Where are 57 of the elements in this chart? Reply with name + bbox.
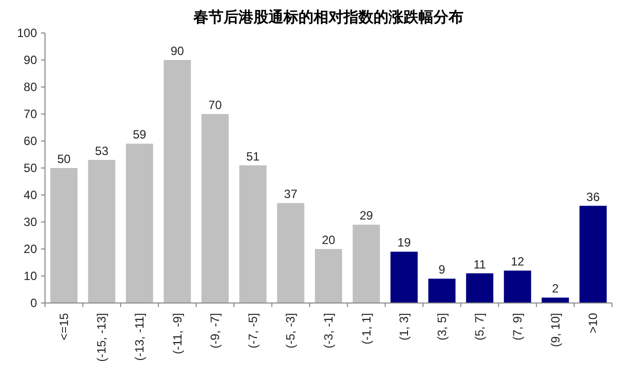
x-tick-label: (-11, -9] bbox=[170, 313, 184, 354]
x-tick-label: (-15, -13] bbox=[94, 313, 109, 362]
bar bbox=[466, 273, 494, 303]
x-tick-label: (-9, -7] bbox=[208, 313, 222, 348]
data-label: 11 bbox=[473, 257, 486, 272]
y-tick-label: 90 bbox=[24, 53, 38, 67]
x-tick-label: (7, 9] bbox=[510, 313, 524, 340]
chart-title: 春节后港股通标的相对指数的涨跌幅分布 bbox=[192, 9, 464, 26]
data-label: 20 bbox=[322, 233, 336, 247]
data-label: 70 bbox=[208, 98, 222, 112]
y-tick-label: 30 bbox=[24, 215, 38, 229]
y-tick-label: 50 bbox=[24, 161, 38, 175]
bar bbox=[239, 165, 267, 303]
x-tick-label: (5, 7] bbox=[472, 313, 487, 340]
x-tick-label: (-13, -11] bbox=[132, 313, 146, 361]
data-label: 90 bbox=[170, 44, 184, 58]
y-tick-label: 10 bbox=[24, 269, 38, 283]
y-tick-label: 20 bbox=[24, 242, 38, 256]
x-tick-label: (-7, -5] bbox=[246, 313, 260, 348]
x-tick-label: (3, 5] bbox=[434, 313, 449, 340]
bar bbox=[579, 206, 607, 303]
data-label: 12 bbox=[510, 254, 524, 269]
x-tick-label: (9, 10] bbox=[548, 313, 562, 348]
data-label: 29 bbox=[360, 208, 374, 223]
x-tick-label: (1, 3] bbox=[397, 313, 412, 340]
bar bbox=[542, 298, 569, 303]
bar bbox=[314, 249, 342, 303]
y-tick-label: 60 bbox=[24, 134, 38, 148]
y-tick-label: 100 bbox=[16, 26, 38, 40]
y-tick-label: 80 bbox=[24, 80, 38, 94]
x-tick-label: (-1, 1] bbox=[359, 313, 374, 344]
x-tick-label: >10 bbox=[586, 312, 600, 334]
bar bbox=[390, 252, 418, 303]
data-label: 9 bbox=[438, 262, 446, 277]
data-label: 59 bbox=[132, 128, 146, 142]
bar bbox=[277, 203, 304, 303]
bar bbox=[164, 60, 191, 303]
bar bbox=[428, 278, 456, 303]
data-label: 36 bbox=[586, 190, 600, 204]
bar bbox=[88, 160, 116, 303]
bar bbox=[201, 114, 229, 303]
bar bbox=[126, 144, 154, 303]
bar bbox=[352, 224, 380, 303]
y-tick-label: 70 bbox=[24, 107, 38, 121]
data-label: 2 bbox=[552, 282, 559, 296]
x-tick-label: (-5, -3] bbox=[284, 313, 298, 348]
y-tick-label: 0 bbox=[30, 296, 38, 310]
data-label: 50 bbox=[57, 152, 71, 166]
data-label: 53 bbox=[95, 144, 109, 158]
x-tick-label: (-3, -1] bbox=[322, 313, 336, 348]
data-label: 37 bbox=[284, 187, 298, 202]
data-label: 19 bbox=[397, 236, 412, 250]
x-tick-label: <=15 bbox=[56, 312, 71, 340]
y-tick-label: 40 bbox=[24, 188, 38, 202]
bar bbox=[50, 168, 78, 303]
data-label: 51 bbox=[246, 149, 260, 164]
bar bbox=[504, 270, 532, 303]
